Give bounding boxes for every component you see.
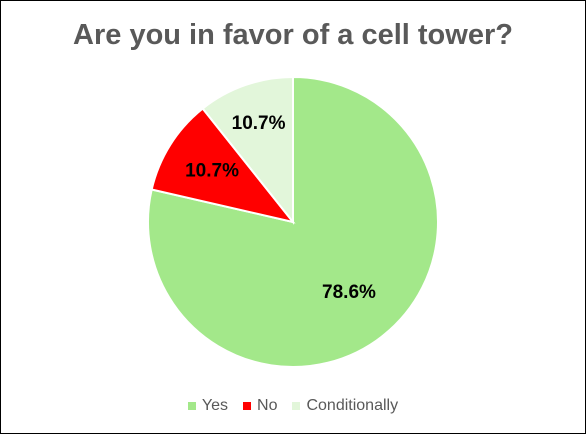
legend-item-conditionally: Conditionally [292, 397, 398, 415]
legend-item-yes: Yes [187, 397, 229, 415]
legend-label-no: No [257, 397, 278, 414]
legend: Yes No Conditionally [1, 397, 585, 415]
legend-item-no: No [243, 397, 277, 415]
legend-swatch-no [243, 402, 252, 410]
legend-swatch-conditionally [292, 402, 301, 410]
legend-label-yes: Yes [201, 397, 229, 414]
data-label-conditionally: 10.7% [232, 113, 286, 134]
chart-title: Are you in favor of a cell tower? [73, 19, 513, 51]
data-label-no: 10.7% [185, 160, 239, 181]
legend-swatch-yes [187, 402, 196, 410]
legend-label-conditionally: Conditionally [306, 397, 399, 414]
pie-slice-no [150, 107, 296, 224]
pie-slice-conditionally [201, 75, 294, 225]
data-label-yes: 78.6% [322, 282, 376, 303]
